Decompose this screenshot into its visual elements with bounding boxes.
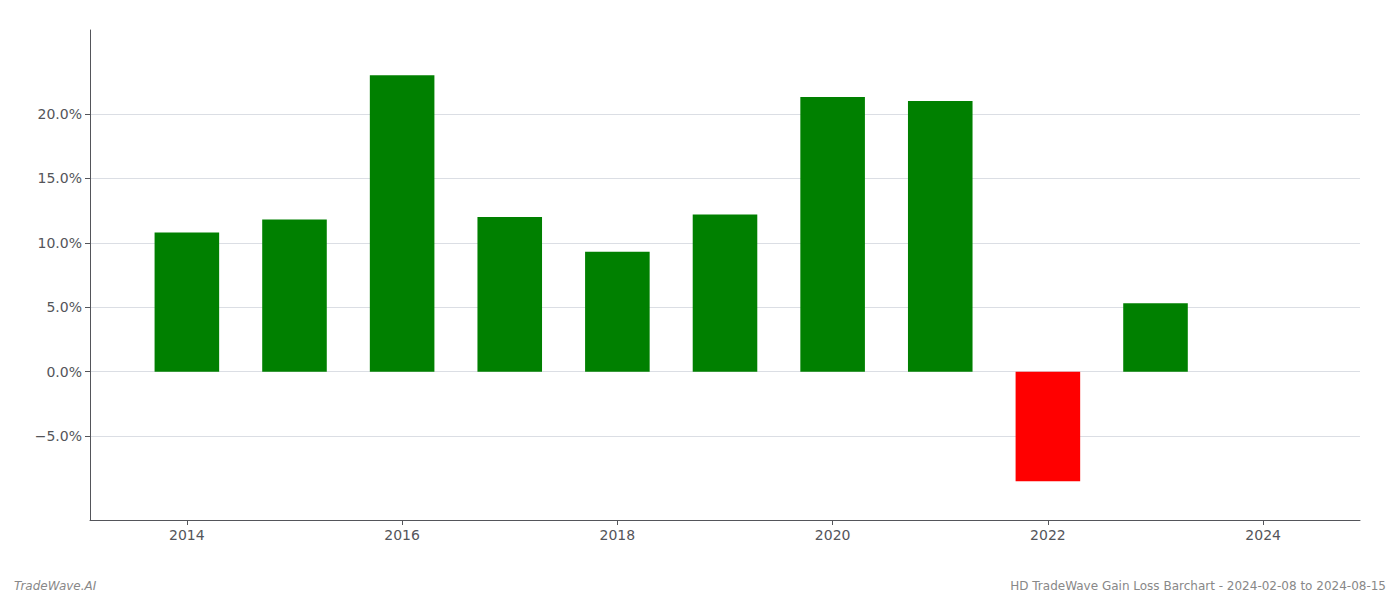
svg-text:−5.0%: −5.0% — [35, 428, 82, 444]
svg-text:TradeWave.AI: TradeWave.AI — [14, 579, 97, 593]
svg-text:15.0%: 15.0% — [38, 170, 82, 186]
svg-text:2024: 2024 — [1245, 527, 1281, 543]
svg-text:HD TradeWave Gain Loss Barchar: HD TradeWave Gain Loss Barchart - 2024-0… — [1010, 579, 1386, 593]
svg-text:10.0%: 10.0% — [38, 235, 82, 251]
svg-text:2022: 2022 — [1030, 527, 1066, 543]
svg-text:0.0%: 0.0% — [46, 364, 82, 380]
svg-text:5.0%: 5.0% — [46, 299, 82, 315]
svg-text:2014: 2014 — [169, 527, 205, 543]
svg-text:20.0%: 20.0% — [38, 106, 82, 122]
svg-text:2016: 2016 — [384, 527, 420, 543]
svg-text:2020: 2020 — [815, 527, 851, 543]
svg-text:2018: 2018 — [600, 527, 636, 543]
